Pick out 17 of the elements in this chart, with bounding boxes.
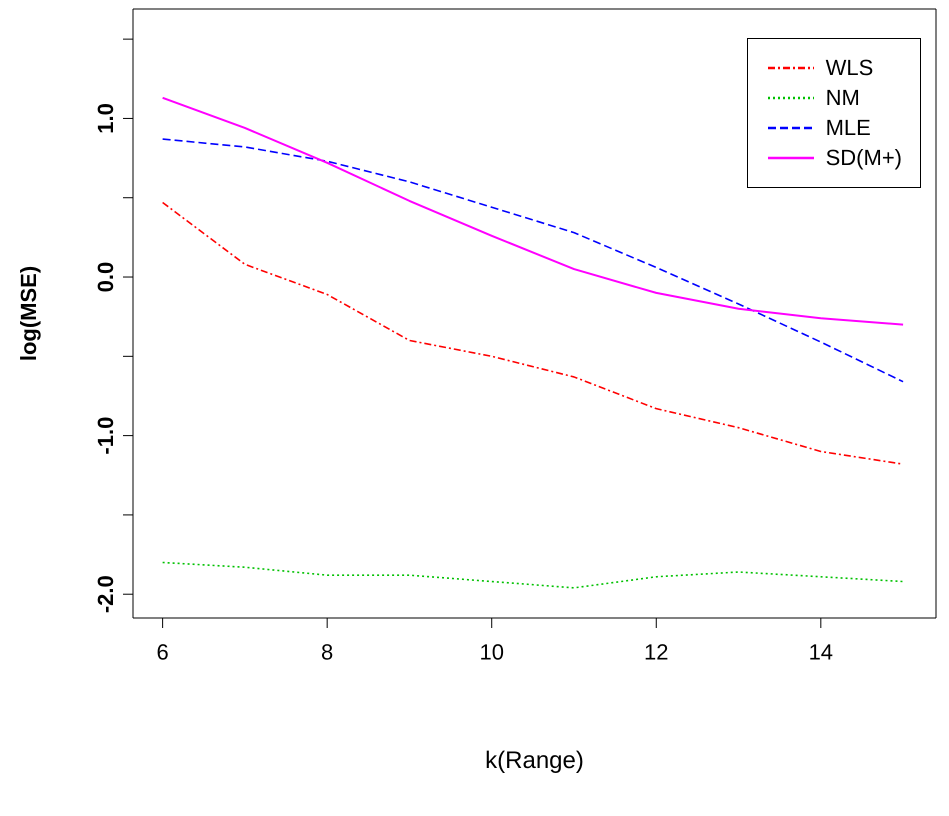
x-axis-title: k(Range)	[485, 747, 584, 774]
line-series	[162, 562, 904, 589]
x-tick-label: 14	[808, 640, 834, 665]
legend-label: SD(M+)	[826, 144, 902, 172]
x-tick-label: 6	[156, 640, 169, 665]
legend-label: NM	[826, 84, 860, 112]
y-axis-title: log(MSE)	[16, 266, 41, 362]
line-series	[162, 138, 904, 382]
y-tick-label: -2.0	[93, 575, 118, 614]
x-tick-label: 8	[321, 640, 334, 665]
y-tick-label: -1.0	[93, 416, 118, 455]
y-tick-label: 0.0	[93, 262, 118, 292]
legend-label: MLE	[826, 114, 871, 142]
y-tick-label: 1.0	[93, 103, 118, 134]
legend-label: WLS	[826, 54, 874, 82]
x-tick-label: 12	[644, 640, 669, 665]
x-tick-label: 10	[479, 640, 504, 665]
